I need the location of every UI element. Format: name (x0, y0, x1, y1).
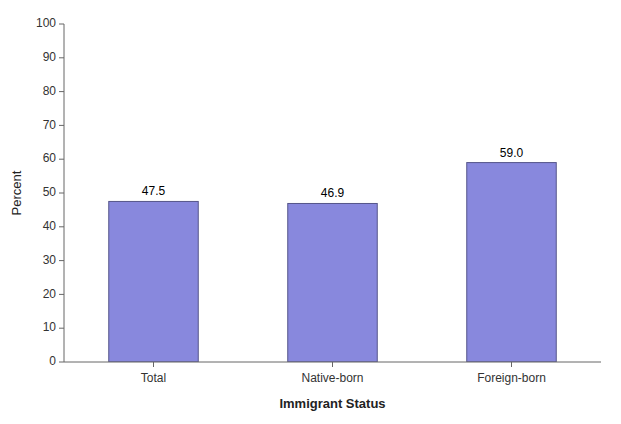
y-axis: 0 10 20 30 40 50 60 70 80 90 100 (36, 16, 64, 368)
x-tick-label: Total (141, 371, 166, 385)
y-tick (59, 125, 64, 126)
x-tick-label: Foreign-born (477, 371, 546, 385)
chart: 0 10 20 30 40 50 60 70 80 90 100 Total Native-born Fo… (0, 0, 621, 424)
y-tick (59, 193, 64, 194)
y-tick (59, 226, 64, 227)
x-tick (511, 362, 512, 367)
y-tick-label: 70 (43, 118, 57, 132)
x-tick (153, 362, 154, 367)
y-tick-label: 0 (49, 354, 56, 368)
y-tick (59, 57, 64, 58)
y-tick-label: 40 (43, 219, 57, 233)
y-tick (59, 260, 64, 261)
data-label: 46.9 (321, 186, 345, 200)
y-tick (59, 159, 64, 160)
y-tick-label: 10 (43, 320, 57, 334)
bar (109, 201, 199, 362)
y-tick (59, 24, 64, 25)
bars (109, 163, 557, 362)
y-tick-label: 80 (43, 84, 57, 98)
data-label: 59.0 (500, 146, 524, 160)
y-tick-label: 60 (43, 151, 57, 165)
y-tick (59, 328, 64, 329)
y-tick (59, 362, 64, 363)
y-tick-label: 90 (43, 50, 57, 64)
x-axis-label: Immigrant Status (279, 396, 385, 411)
y-tick (59, 294, 64, 295)
y-tick (59, 91, 64, 92)
y-tick-label: 20 (43, 287, 57, 301)
bar (288, 203, 378, 362)
y-axis-label: Percent (9, 170, 24, 215)
x-tick-label: Native-born (301, 371, 363, 385)
x-tick (332, 362, 333, 367)
bar (467, 163, 557, 362)
y-tick-label: 30 (43, 253, 57, 267)
y-tick-label: 50 (43, 185, 57, 199)
y-tick-label: 100 (36, 16, 56, 30)
data-label: 47.5 (142, 184, 166, 198)
y-axis-line (64, 24, 65, 362)
